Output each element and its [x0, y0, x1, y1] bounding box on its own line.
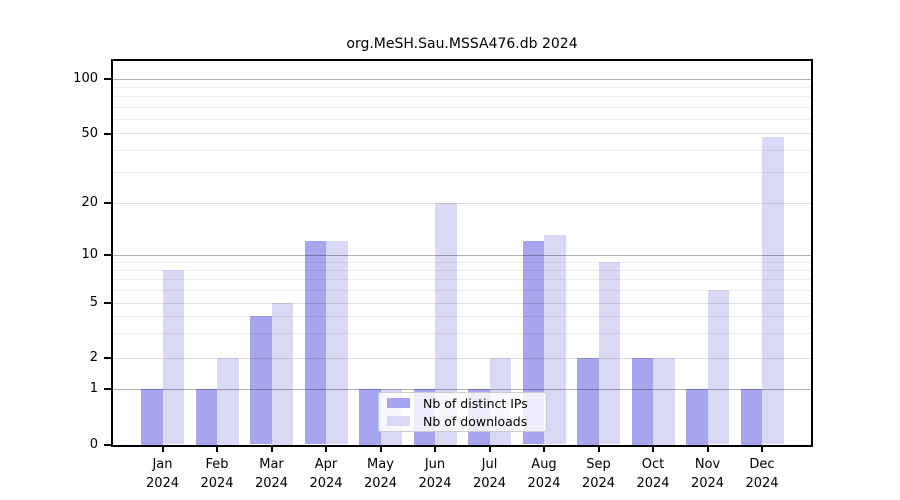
- plot-area: [111, 59, 813, 447]
- gridline-50: [113, 133, 811, 134]
- y-tick-mark-10: [104, 254, 112, 256]
- y-tick-label-50: 50: [81, 125, 98, 141]
- gridline-20: [113, 202, 811, 204]
- bar-ips-dec: [740, 389, 762, 445]
- bar-ips-feb: [195, 389, 217, 445]
- x-tick-label-feb: Feb 2024: [200, 457, 234, 491]
- gridline-100: [113, 78, 811, 80]
- gridline-8: [113, 269, 811, 271]
- axis-spine-top: [111, 59, 813, 61]
- y-tick-mark-20: [104, 202, 112, 204]
- y-tick-label-10: 10: [81, 247, 98, 262]
- bar-downloads-jan: [162, 270, 184, 445]
- y-tick-mark-0: [104, 443, 112, 446]
- bar-downloads-dec: [762, 136, 784, 445]
- legend-label-distinct-ips: Nb of distinct IPs: [423, 395, 528, 411]
- legend-item-distinct-ips: Nb of distinct IPs: [379, 396, 546, 411]
- bar-ips-oct: [631, 358, 653, 445]
- bar-downloads-sep: [598, 262, 620, 445]
- x-tick-label-dec: Dec 2024: [745, 457, 779, 491]
- x-tick-mark-mar: [270, 445, 273, 452]
- legend-label-downloads: Nb of downloads: [423, 413, 528, 429]
- gridline-7: [113, 279, 811, 281]
- axis-spine-bottom: [111, 445, 813, 447]
- x-tick-label-may: May 2024: [363, 457, 398, 491]
- x-tick-mark-apr: [325, 445, 327, 452]
- x-tick-label-mar: Mar 2024: [254, 457, 289, 491]
- gridline-70: [113, 106, 811, 108]
- x-tick-mark-sep: [597, 445, 600, 452]
- gridline-6: [113, 289, 811, 291]
- bar-downloads-aug: [544, 235, 566, 445]
- bar-downloads-nov: [707, 290, 729, 445]
- gridline-90: [113, 86, 811, 88]
- legend-item-downloads: Nb of downloads: [379, 414, 546, 429]
- x-tick-mark-jul: [488, 445, 491, 452]
- x-tick-mark-aug: [543, 445, 545, 452]
- bar-ips-apr: [304, 241, 326, 445]
- legend-swatch-downloads: [387, 416, 410, 426]
- gridline-30: [113, 171, 811, 173]
- bar-downloads-jun: [435, 203, 457, 445]
- y-tick-mark-50: [104, 132, 112, 135]
- bar-ips-may: [359, 389, 381, 445]
- legend: Nb of distinct IPs Nb of downloads: [378, 392, 547, 432]
- x-tick-label-sep: Sep 2024: [581, 457, 616, 491]
- axis-spine-right: [811, 59, 813, 447]
- x-tick-label-aug: Aug 2024: [527, 457, 561, 491]
- y-tick-mark-100: [104, 78, 112, 80]
- bar-downloads-feb: [217, 358, 239, 445]
- y-tick-label-100: 100: [73, 71, 98, 86]
- gridline-5: [113, 302, 811, 304]
- y-tick-mark-2: [104, 357, 112, 359]
- x-tick-label-jun: Jun 2024: [418, 457, 452, 491]
- y-tick-label-1: 1: [89, 381, 98, 396]
- gridline-40: [113, 149, 811, 151]
- gridline-4: [113, 315, 811, 317]
- x-tick-label-apr: Apr 2024: [309, 457, 343, 491]
- x-tick-mark-may: [379, 445, 382, 452]
- x-tick-label-jan: Jan 2024: [145, 457, 180, 491]
- gridline-1: [113, 388, 811, 390]
- y-tick-mark-5: [104, 302, 112, 304]
- chart-title: org.MeSH.Sau.MSSA476.db 2024: [346, 36, 578, 52]
- gridline-10: [113, 254, 811, 256]
- x-tick-label-jul: Jul 2024: [472, 457, 507, 491]
- axis-spine-left: [111, 59, 113, 447]
- legend-swatch-distinct-ips: [387, 398, 410, 408]
- x-tick-mark-nov: [706, 445, 709, 452]
- bar-downloads-apr: [326, 241, 348, 445]
- x-tick-mark-jan: [161, 445, 164, 452]
- y-tick-label-20: 20: [81, 195, 98, 210]
- y-tick-label-2: 2: [89, 350, 98, 365]
- gridline-2: [113, 357, 811, 359]
- x-tick-mark-oct: [652, 445, 654, 452]
- bar-downloads-mar: [271, 303, 293, 445]
- x-tick-mark-dec: [761, 445, 763, 452]
- x-tick-label-nov: Nov 2024: [690, 457, 725, 491]
- bar-ips-sep: [577, 358, 599, 445]
- y-tick-mark-1: [104, 388, 112, 390]
- gridline-80: [113, 96, 811, 98]
- x-tick-label-oct: Oct 2024: [636, 457, 670, 491]
- x-tick-mark-jun: [434, 445, 436, 452]
- x-tick-mark-feb: [216, 445, 218, 452]
- bar-downloads-oct: [653, 358, 675, 445]
- gridline-3: [113, 333, 811, 335]
- y-tick-label-5: 5: [89, 295, 98, 310]
- bar-ips-jan: [141, 389, 163, 445]
- gridline-9: [113, 261, 811, 263]
- y-tick-label-0: 0: [89, 436, 98, 452]
- bar-ips-mar: [250, 316, 272, 445]
- gridline-60: [113, 118, 811, 120]
- bar-ips-nov: [686, 389, 708, 445]
